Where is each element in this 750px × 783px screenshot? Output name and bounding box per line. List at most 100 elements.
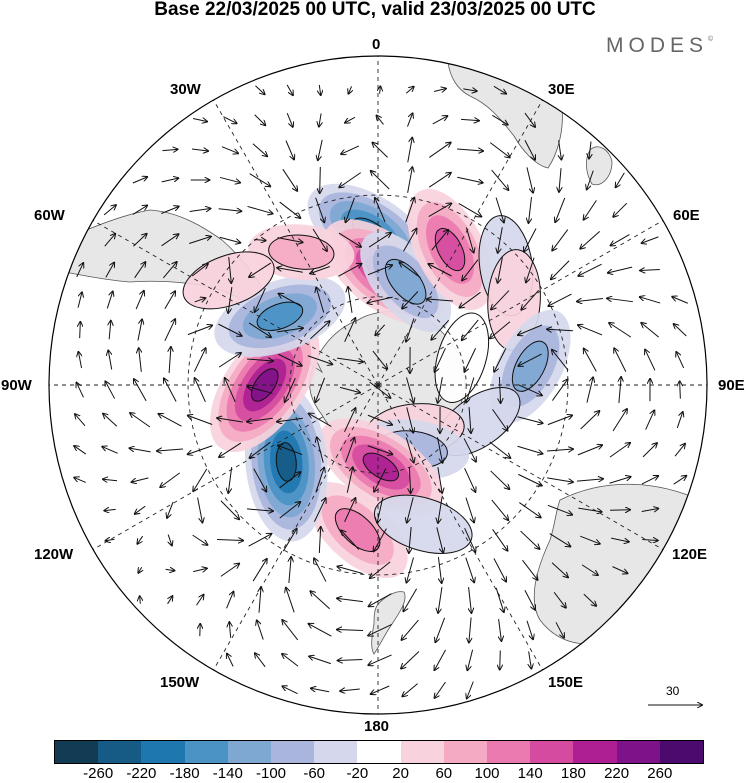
wind-vector-arrow (499, 619, 502, 641)
wind-vector-arrow (400, 262, 421, 279)
wind-vector-arrow (517, 445, 543, 453)
wind-vector-arrow (370, 561, 391, 578)
wind-vector-arrow (641, 508, 658, 511)
wind-vector-arrow (337, 357, 363, 362)
wind-vector-arrow (431, 230, 448, 251)
wind-vector-arrow (498, 227, 503, 253)
wind-vector-arrow (614, 348, 627, 372)
wind-vector-arrow (310, 266, 330, 273)
wind-vector-arrow (140, 596, 141, 604)
wind-vector-arrow (583, 593, 596, 606)
wind-vector-arrow (341, 530, 360, 550)
wind-vector-arrow (252, 559, 267, 582)
wind-vector-arrow (548, 293, 572, 306)
wind-vector-arrow (346, 467, 352, 493)
wind-vector-arrow (108, 350, 113, 370)
wind-vector-arrow (559, 140, 562, 159)
wind-vector-arrow (368, 233, 391, 248)
wind-vector-arrow (229, 622, 230, 638)
wind-vector-arrow (672, 297, 688, 304)
wind-vector-arrow (521, 289, 540, 309)
wind-vector-arrow (372, 350, 387, 369)
wind-vector-arrow (312, 228, 327, 251)
brand-logo: MODES© (606, 34, 713, 58)
wind-vector-arrow (367, 296, 393, 303)
wind-vector-arrow (134, 262, 146, 279)
wind-vector-arrow (257, 620, 264, 640)
wind-vector-arrow (345, 116, 356, 122)
wind-vector-arrow (196, 595, 203, 606)
wind-vector-arrow (279, 201, 301, 218)
wind-vector-arrow (277, 237, 302, 243)
wind-vector-arrow (345, 438, 355, 463)
wind-vector-arrow (467, 681, 474, 699)
colorbar-tick-label: -60 (303, 765, 326, 782)
anomaly-contour (373, 494, 473, 554)
wind-vector-arrow (464, 467, 476, 492)
wind-vector-arrow (157, 449, 184, 451)
colorbar-tick-label: 100 (474, 765, 500, 782)
wind-vector-arrow (104, 234, 115, 247)
colorbar-swatch-2 (141, 741, 185, 763)
wind-vector-arrow (248, 322, 271, 337)
wind-vector-arrow (159, 414, 182, 427)
wind-vector-arrow (225, 378, 236, 403)
wind-vector-arrow (282, 168, 297, 191)
wind-vector-arrow (463, 89, 476, 91)
wind-vector-arrow (491, 290, 510, 310)
wind-vector-arrow (315, 468, 324, 493)
wind-vector-arrow (438, 377, 443, 403)
wind-vector-arrow (609, 323, 632, 338)
wind-vector-arrow (75, 414, 86, 427)
wind-vector-arrow (546, 449, 573, 451)
colorbar-tick-label: 20 (392, 765, 409, 782)
wind-vector-arrow (195, 378, 206, 403)
wind-vector-arrow (547, 504, 572, 514)
wind-vector-arrow (403, 588, 418, 611)
wind-vector-arrow (219, 236, 241, 242)
colorbar-tick-label: 220 (604, 765, 630, 782)
lon-label-180: 180 (364, 718, 390, 735)
colorbar-swatch-4 (227, 741, 272, 763)
wind-vector-arrow (457, 149, 483, 151)
colorbar-tick-label: -100 (255, 765, 287, 782)
wind-vector-arrow (374, 468, 387, 491)
wind-vector-arrow (577, 479, 603, 481)
wind-vector-arrow (529, 651, 532, 668)
brand-name: MODES (606, 34, 709, 57)
lon-label-120w: 120W (34, 546, 74, 563)
wind-vector-arrow (161, 206, 178, 214)
wind-vector-arrow (491, 169, 509, 190)
wind-vector-arrow (134, 379, 147, 402)
wind-vector-arrow (405, 198, 415, 223)
reference-vector-label: 30 (666, 684, 680, 698)
wind-vector-arrow (371, 171, 390, 190)
wind-vector-arrow (465, 557, 474, 583)
wind-vector-arrow (220, 500, 239, 520)
wind-vector-arrow (609, 443, 630, 458)
map-disc (49, 56, 707, 714)
graticule (49, 56, 707, 714)
wind-vector-arrow (407, 497, 414, 522)
wind-vector-arrow (580, 230, 601, 248)
wind-vector-arrow (612, 409, 627, 432)
wind-vector-arrow (307, 355, 333, 365)
wind-vector-arrow (461, 119, 479, 120)
wind-vector-arrow (188, 415, 213, 425)
wind-vector-arrow (277, 417, 303, 421)
wind-vector-arrow (104, 509, 116, 510)
anomaly-center-13 (373, 494, 473, 554)
wind-vector-arrow (340, 689, 360, 691)
wind-vector-arrow (524, 140, 535, 159)
wind-vector-arrow (469, 406, 471, 433)
wind-vector-arrow (460, 291, 481, 307)
meridian-line (92, 220, 379, 386)
wind-vector-arrow (374, 528, 387, 552)
wind-vector-arrow (339, 386, 360, 392)
wind-vectors (74, 84, 688, 699)
wind-vector-arrow (250, 441, 271, 458)
wind-vector-arrow (282, 654, 299, 667)
colorbar-swatch-10 (487, 741, 531, 763)
wind-vector-arrow (247, 387, 273, 394)
colorbar-swatch-9 (443, 741, 488, 763)
